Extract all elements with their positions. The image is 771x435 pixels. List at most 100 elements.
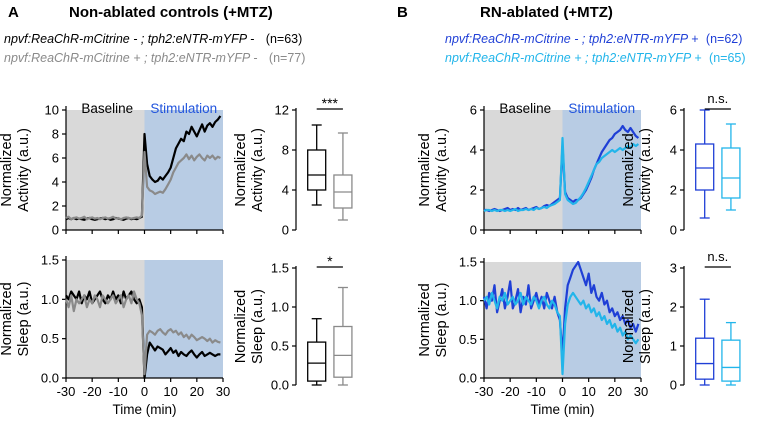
x-tick-label: 30: [216, 384, 230, 399]
x-tick-label: -10: [527, 384, 546, 399]
x-tick-label: 0: [141, 384, 148, 399]
y-tick-label: 4: [670, 143, 677, 158]
y-axis-label: Normalized Activity (a.u.): [417, 128, 450, 212]
y-tick-label: 8: [282, 143, 289, 158]
baseline-shade: [484, 262, 563, 378]
y-axis-label: Normalized Activity (a.u.): [0, 128, 32, 212]
box-iqr: [695, 143, 715, 191]
panel-letter-a: A: [8, 4, 19, 21]
y-tick-label: 2: [470, 183, 477, 198]
box-iqr: [333, 325, 353, 378]
baseline-label: Baseline: [81, 101, 133, 116]
box-iqr: [721, 147, 741, 199]
legend-n: (n=63): [265, 32, 303, 46]
x-tick-label: 0: [559, 384, 566, 399]
y-axis-label-line: Sleep (a.u.): [250, 289, 266, 364]
legend-n: (n=65): [709, 51, 746, 65]
y-tick-label: 12: [275, 103, 289, 118]
y-tick-label: 0: [52, 223, 59, 238]
y-axis-label-line: Normalized: [417, 133, 433, 206]
y-tick-label: 2: [670, 183, 677, 198]
baseline-shade: [66, 110, 145, 230]
stimulation-shade: [144, 260, 223, 378]
legend-entry-b-2: npvf:ReaChR-mCitrine + ; tph2:eNTR-mYFP …: [445, 51, 746, 65]
y-tick-label: 4: [470, 143, 477, 158]
x-tick-label: 30: [634, 384, 648, 399]
box-iqr: [307, 341, 327, 382]
y-tick-label: 2: [52, 199, 59, 214]
stimulation-label: Stimulation: [568, 101, 635, 116]
legend-genotype: npvf:ReaChR-mCitrine + ; tph2:eNTR-mYFP …: [445, 51, 702, 65]
legend-entry-a-1: npvf:ReaChR-mCitrine - ; tph2:eNTR-mYFP …: [4, 32, 302, 46]
x-tick-label: 10: [163, 384, 177, 399]
y-axis-label-line: Normalized: [621, 290, 637, 363]
y-axis-label-line: Activity (a.u.): [250, 128, 266, 212]
x-tick-label: -10: [109, 384, 128, 399]
y-tick-label: 4: [52, 175, 59, 190]
series-line-2: [483, 136, 640, 213]
y-tick-label: 0.5: [459, 332, 477, 347]
y-tick-label: 2: [670, 300, 677, 315]
y-tick-label: 0.5: [41, 331, 59, 346]
y-tick-label: 0: [670, 378, 677, 393]
y-axis-label-line: Normalized: [233, 290, 249, 363]
baseline-label: Baseline: [499, 101, 551, 116]
legend-entry-a-2: npvf:ReaChR-mCitrine + ; tph2:eNTR-mYFP …: [4, 51, 305, 65]
box-iqr: [307, 149, 327, 191]
panel-title-b: RN-ablated (+MTZ): [480, 4, 613, 21]
stimulation-label: Stimulation: [150, 101, 217, 116]
baseline-shade: [66, 260, 145, 378]
y-tick-label: 0: [670, 223, 677, 238]
y-tick-label: 1.0: [271, 300, 289, 315]
series-line-2: [65, 150, 221, 221]
panel-letter-b: B: [397, 4, 408, 21]
y-tick-label: 0: [282, 223, 289, 238]
y-axis-label-line: Normalized: [0, 282, 15, 355]
x-tick-label: 20: [190, 384, 204, 399]
significance-label: *: [327, 253, 333, 269]
legend-genotype: npvf:ReaChR-mCitrine - ; tph2:eNTR-mYFP …: [445, 32, 699, 46]
x-axis-label: Time (min): [531, 402, 595, 417]
significance-label: n.s.: [707, 91, 728, 106]
y-axis-label-line: Sleep (a.u.): [16, 282, 32, 357]
y-tick-label: 1.5: [41, 253, 59, 268]
y-tick-label: 0.5: [271, 339, 289, 354]
x-tick-label: -30: [475, 384, 494, 399]
y-axis-label: Normalized Sleep (a.u.): [417, 283, 450, 358]
y-tick-label: 4: [282, 183, 289, 198]
significance-label: n.s.: [707, 249, 728, 264]
y-axis-label: Normalized Activity (a.u.): [621, 128, 654, 212]
box-iqr: [695, 337, 715, 380]
x-tick-label: -20: [501, 384, 520, 399]
series-line-2: [483, 291, 640, 376]
y-axis-label: Normalized Activity (a.u.): [233, 128, 266, 212]
legend-genotype: npvf:ReaChR-mCitrine + ; tph2:eNTR-mYFP …: [4, 51, 258, 65]
legend-entry-b-1: npvf:ReaChR-mCitrine - ; tph2:eNTR-mYFP …: [445, 32, 742, 46]
y-tick-label: 1.5: [271, 261, 289, 276]
y-axis-label: Normalized Sleep (a.u.): [233, 289, 266, 364]
y-tick-label: 0.0: [41, 371, 59, 386]
y-axis-label-line: Normalized: [0, 133, 15, 206]
y-axis-label-line: Normalized: [417, 283, 433, 356]
legend-n: (n=62): [705, 32, 743, 46]
panel-title-a: Non-ablated controls (+MTZ): [69, 4, 273, 21]
y-tick-label: 0.0: [271, 378, 289, 393]
y-axis-label-line: Normalized: [621, 133, 637, 206]
y-tick-label: 10: [45, 103, 59, 118]
y-tick-label: 1: [670, 339, 677, 354]
legend-genotype: npvf:ReaChR-mCitrine - ; tph2:eNTR-mYFP …: [4, 32, 255, 46]
y-tick-label: 1.5: [459, 255, 477, 270]
baseline-shade: [484, 110, 563, 230]
series-line-2: [64, 290, 221, 376]
significance-label: ***: [322, 95, 339, 111]
stimulation-shade: [144, 110, 223, 230]
y-tick-label: 3: [670, 261, 677, 276]
x-tick-label: -20: [83, 384, 102, 399]
y-axis-label-line: Sleep (a.u.): [638, 289, 654, 364]
y-axis-label-line: Activity (a.u.): [16, 128, 32, 212]
y-axis-label: Normalized Sleep (a.u.): [621, 289, 654, 364]
y-axis-label-line: Activity (a.u.): [638, 128, 654, 212]
y-tick-label: 0: [470, 223, 477, 238]
y-tick-label: 8: [52, 127, 59, 142]
